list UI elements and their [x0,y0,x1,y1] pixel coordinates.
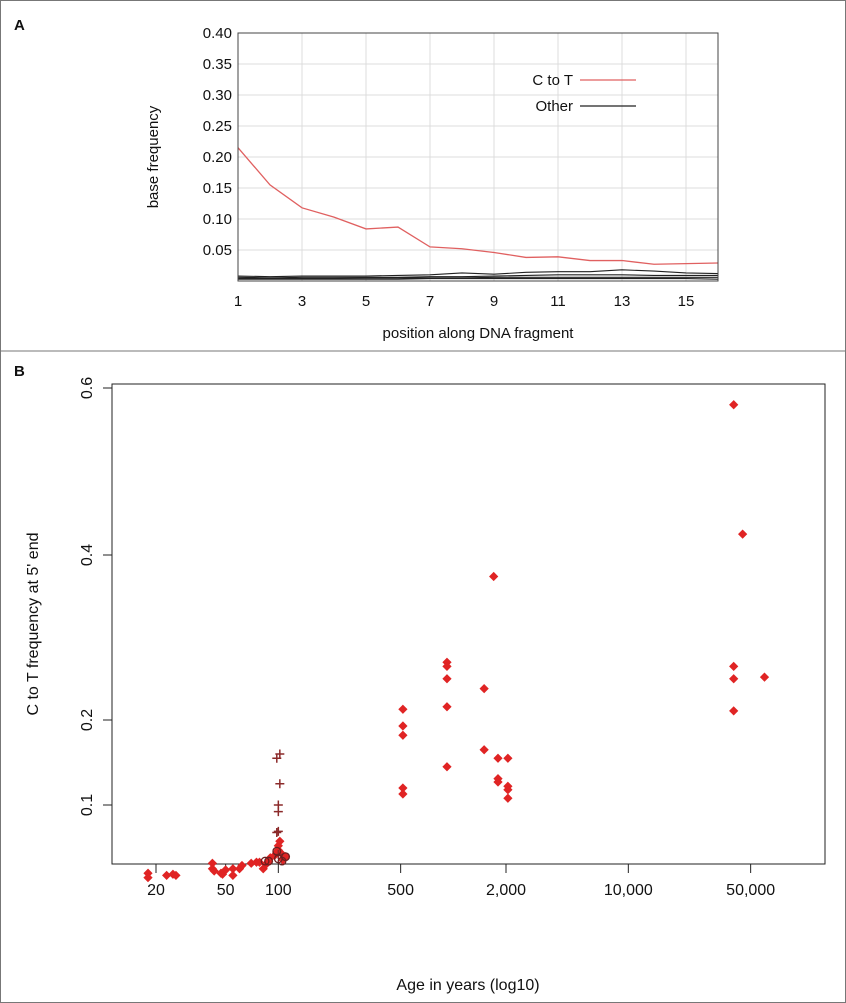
data-point-plus [273,807,283,817]
data-point-diamond [275,836,285,846]
data-point-circle [264,856,274,866]
x-tick-label: 10,000 [604,882,653,899]
y-tick-label: 0.20 [203,149,232,166]
x-tick-label: 11 [550,293,566,310]
x-tick-label: 15 [678,293,695,310]
x-tick-label: 20 [147,882,165,899]
y-tick-label: 0.25 [203,118,232,135]
data-point-plus [273,826,283,836]
series-line-other-3 [238,276,718,280]
y-tick-label: 0.6 [79,377,96,399]
panel-a-lines [237,147,719,280]
data-point-diamond [398,730,408,740]
panel-a-legend: C to T Other [532,72,636,115]
data-point-diamond [254,857,265,867]
data-point-diamond [479,684,489,694]
x-tick-label: 50 [217,882,235,899]
x-tick-label: 9 [490,293,498,310]
y-tick-label: 0.1 [79,794,96,816]
y-tick-label: 0.4 [79,544,96,566]
data-point-diamond [493,777,503,787]
data-point-diamond [738,529,748,539]
data-point-diamond [237,860,247,871]
y-tick-label: 0.2 [79,709,96,731]
series-line-other-1 [237,269,719,278]
y-tick-label: 0.35 [203,56,232,73]
legend-label-c-to-t: C to T [532,72,573,89]
y-tick-label: 0.15 [203,180,232,197]
data-point-diamond [228,870,238,881]
data-point-diamond [729,661,739,671]
panel-a-label: A [14,17,25,34]
panel-a-ticks: 1 3 5 7 9 11 13 150.050.100.150.200.250.300.350… [203,25,695,310]
panel-a-ylabel: base frequency [145,105,162,208]
data-point-diamond [729,706,739,716]
panel-b: B 20 50 100 500 2,000 10,000 50,000 0.1 0.2 0.4 0.… [14,363,826,994]
data-point-diamond [442,661,452,671]
panel-a: A 1 3 5 7 9 11 13 150.050.100.150.200.250.300.3… [14,17,719,342]
data-point-diamond [489,571,499,582]
series-line-c-to-t [237,147,719,265]
data-point-diamond [729,400,739,410]
y-tick-label: 0.05 [203,242,232,259]
data-point-diamond [442,674,452,684]
x-tick-label: 13 [614,293,631,310]
data-point-diamond [171,870,181,881]
data-point-circle [281,852,291,862]
data-point-diamond [493,753,503,763]
legend-label-other: Other [535,98,573,115]
panel-a-xlabel: position along DNA fragment [383,325,575,342]
data-point-plus [275,779,285,789]
data-point-diamond [442,702,452,712]
panel-b-xlabel: Age in years (log10) [396,977,539,994]
panel-a-plot-frame [237,32,719,282]
x-tick-label: 500 [387,882,414,899]
panel-b-ylabel: C to T frequency at 5' end [25,532,42,715]
data-point-diamond [442,762,452,772]
data-point-plus [275,749,285,759]
x-tick-label: 100 [265,882,292,899]
panel-b-ticks: 20 50 100 500 2,000 10,000 50,000 0.1 0.2 0.4 0.6 [79,377,775,899]
x-tick-label: 5 [362,293,370,310]
data-point-diamond [398,704,408,714]
data-point-diamond [479,745,489,755]
panel-b-label: B [14,363,25,380]
x-tick-label: 50,000 [726,882,775,899]
data-point-diamond [398,721,408,731]
data-point-diamond [209,866,219,876]
y-tick-label: 0.40 [203,25,232,42]
data-point-diamond [398,789,408,799]
x-tick-label: 1 [234,293,242,310]
data-point-diamond [503,793,513,803]
x-tick-label: 7 [426,293,434,310]
data-point-circle [272,846,282,856]
data-point-diamond [221,865,231,875]
y-tick-label: 0.10 [203,211,232,228]
data-point-plus [272,828,282,837]
series-line-other-4 [238,277,719,280]
data-point-diamond [143,872,153,883]
y-tick-label: 0.30 [203,87,232,104]
data-point-circle [260,856,270,866]
data-point-diamond [503,753,513,763]
data-point-diamond [729,674,739,684]
panel-b-points [143,400,770,883]
x-tick-label: 2,000 [486,882,526,899]
series-line-other-2 [237,274,718,279]
x-tick-label: 3 [298,293,306,310]
data-point-diamond [759,672,770,682]
panel-a-grid [238,33,718,281]
data-point-diamond [228,864,238,874]
panel-b-plot-frame [111,383,826,865]
